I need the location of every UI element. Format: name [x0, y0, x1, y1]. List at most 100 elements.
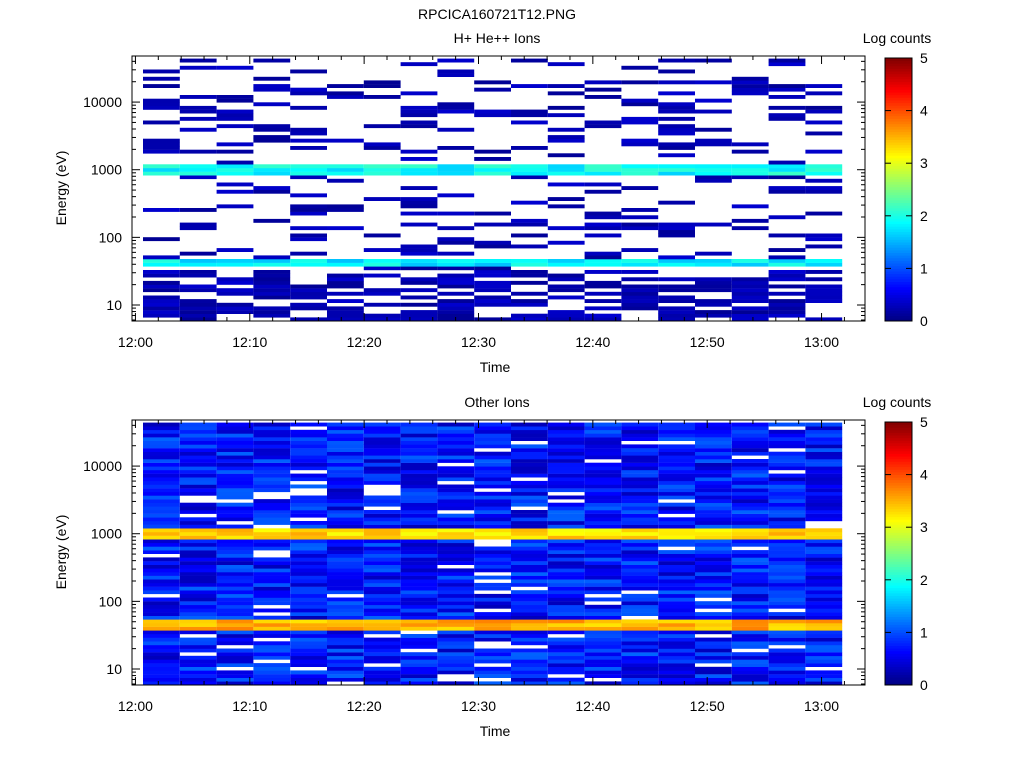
spectrogram-cell	[621, 630, 659, 635]
spectrogram-cell	[584, 284, 622, 289]
spectrogram-cell	[400, 251, 438, 256]
spectrogram-cell	[143, 459, 180, 463]
colorbar-step	[885, 315, 912, 319]
spectrogram-cell	[805, 295, 843, 300]
spectrogram-cell	[363, 644, 401, 649]
colorbar-step	[885, 640, 912, 644]
spectrogram-cell	[290, 138, 327, 143]
spectrogram-cell	[731, 681, 769, 686]
spectrogram-cell	[474, 480, 511, 485]
spectrogram-cell	[695, 528, 732, 533]
spectrogram-cell	[143, 76, 180, 81]
spectrogram-cell	[179, 572, 217, 576]
y-tick-label: 100	[99, 593, 123, 609]
colorbar-step	[885, 600, 912, 604]
spectrogram-cell	[584, 444, 622, 449]
spectrogram-cell	[621, 619, 659, 624]
spectrogram-cell	[695, 637, 732, 642]
colorbar-step	[885, 302, 912, 306]
colorbar-step	[885, 485, 912, 489]
colorbar-step	[885, 603, 912, 607]
spectrogram-cell	[658, 597, 695, 602]
spectrogram-cell	[216, 488, 254, 493]
spectrogram-cell	[621, 608, 659, 613]
spectrogram-cell	[474, 422, 511, 427]
spectrogram-cell	[143, 469, 180, 474]
spectrogram-cell	[695, 510, 732, 514]
spectrogram-cell	[216, 674, 254, 678]
spectrogram-cell	[511, 531, 548, 536]
spectrogram-cell	[584, 652, 622, 657]
spectrogram-cell	[437, 58, 475, 63]
spectrogram-cell	[216, 546, 254, 551]
spectrogram-cell	[731, 553, 769, 558]
spectrogram-cell	[511, 429, 548, 434]
spectrogram-cell	[143, 105, 180, 110]
spectrogram-cell	[584, 513, 622, 518]
spectrogram-cell	[143, 491, 180, 496]
spectrogram-cell	[511, 455, 548, 460]
spectrogram-cell	[216, 462, 254, 467]
spectrogram-cell	[216, 65, 254, 70]
spectrogram-cell	[695, 550, 732, 554]
spectrogram-cell	[805, 502, 843, 507]
spectrogram-cell	[363, 681, 401, 686]
spectrogram-cell	[584, 222, 622, 227]
spectrogram-cell	[437, 469, 475, 474]
spectrogram-cell	[179, 484, 217, 489]
spectrogram-cell	[731, 262, 769, 267]
spectrogram-cell	[327, 590, 364, 595]
spectrogram-cell	[805, 473, 843, 478]
spectrogram-cell	[768, 612, 806, 616]
spectrogram-cell	[805, 586, 843, 591]
spectrogram-cell	[253, 601, 291, 606]
spectrogram-cell	[216, 568, 254, 573]
spectrogram-cell	[363, 462, 401, 467]
spectrogram-cell	[584, 469, 622, 474]
spectrogram-cell	[584, 557, 622, 562]
spectrogram-cell	[290, 251, 327, 256]
spectrogram-cell	[695, 277, 732, 282]
spectrogram-cell	[143, 299, 180, 303]
spectrogram-cell	[290, 127, 327, 132]
spectrogram-cell	[437, 630, 475, 635]
spectrogram-cell	[400, 91, 438, 96]
spectrogram-cell	[327, 674, 364, 678]
spectrogram-cell	[474, 171, 511, 176]
spectrogram-cell	[474, 259, 511, 263]
spectrogram-cell	[363, 561, 401, 565]
spectrogram-cell	[327, 208, 364, 212]
spectrogram-cell	[437, 484, 475, 489]
spectrogram-cell	[474, 426, 511, 431]
spectrogram-cell	[621, 451, 659, 456]
spectrogram-cell	[327, 273, 364, 278]
colorbar-step	[885, 440, 912, 444]
spectrogram-cell	[805, 535, 843, 540]
spectrogram-cell	[511, 561, 548, 565]
colorbar-step	[885, 189, 912, 193]
spectrogram-cell	[437, 477, 475, 482]
colorbar-step	[885, 429, 912, 433]
spectrogram-cell	[216, 524, 254, 529]
spectrogram-cell	[179, 528, 217, 533]
spectrogram-cell	[437, 146, 475, 150]
colorbar-step	[885, 550, 912, 554]
spectrogram-cell	[695, 480, 732, 485]
spectrogram-cell	[363, 473, 401, 478]
spectrogram-cell	[805, 593, 843, 598]
colorbar-step	[885, 656, 912, 660]
spectrogram-cell	[253, 84, 291, 88]
spectrogram-cell	[805, 105, 843, 110]
spectrogram-cell	[805, 484, 843, 489]
spectrogram-cell	[805, 553, 843, 558]
spectrogram-cell	[363, 142, 401, 147]
spectrogram-cell	[768, 550, 806, 554]
spectrogram-cell	[658, 171, 695, 176]
spectrogram-cell	[327, 277, 364, 282]
colorbar-step	[885, 318, 912, 322]
spectrogram-cell	[327, 459, 364, 463]
spectrogram-cell	[216, 113, 254, 118]
spectrogram-cell	[658, 561, 695, 565]
spectrogram-cell	[511, 564, 548, 569]
